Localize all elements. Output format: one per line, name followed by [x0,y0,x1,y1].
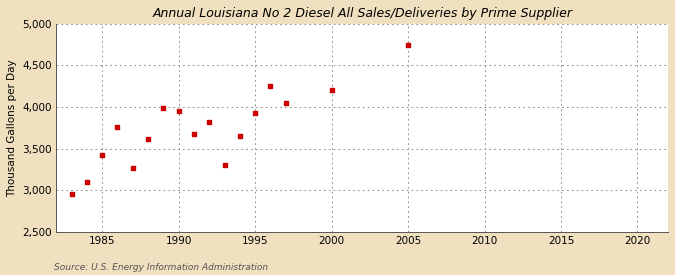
Point [82,180,92,184]
Point [158,106,169,110]
Point [326,88,337,93]
Text: Source: U.S. Energy Information Administration: Source: U.S. Energy Information Administ… [54,263,268,272]
Point [188,131,199,136]
Point [219,163,230,167]
Point [280,101,291,105]
Point [66,191,77,196]
Point [97,152,107,157]
Point [234,134,245,138]
Point [112,125,123,129]
Point [173,109,184,114]
Point [204,120,215,124]
Point [128,166,138,170]
Point [142,136,153,141]
Y-axis label: Thousand Gallons per Day: Thousand Gallons per Day [7,59,17,197]
Title: Annual Louisiana No 2 Diesel All Sales/Deliveries by Prime Supplier: Annual Louisiana No 2 Diesel All Sales/D… [152,7,572,20]
Point [403,43,414,47]
Point [265,84,276,89]
Point [250,111,261,115]
